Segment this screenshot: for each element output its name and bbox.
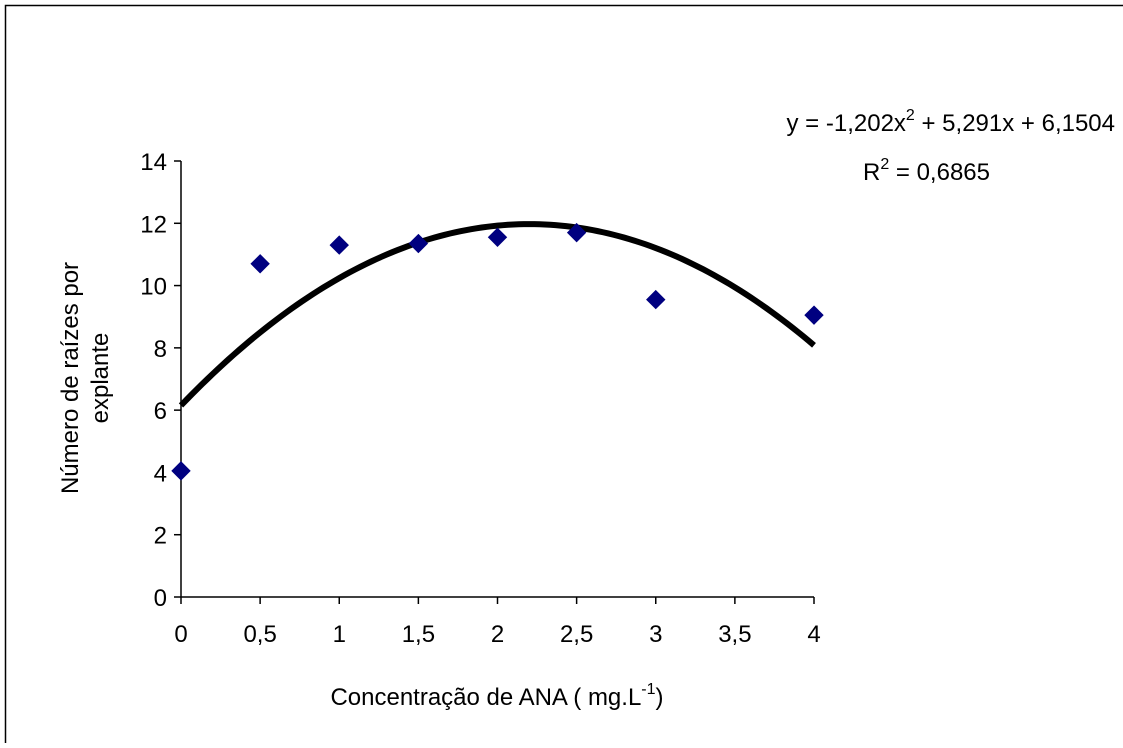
x-axis-title: Concentração de ANA ( mg.L-1) (330, 681, 663, 711)
y-tick-label: 4 (154, 460, 167, 487)
y-tick-label: 14 (140, 149, 167, 176)
y-tick-label: 12 (140, 211, 167, 238)
y-tick-label: 6 (154, 398, 167, 425)
y-tick-label: 8 (154, 336, 167, 363)
y-tick-label: 2 (154, 523, 167, 550)
x-tick-label: 4 (807, 621, 820, 648)
x-tick-label: 0,5 (243, 621, 276, 648)
y-tick-label: 10 (140, 274, 167, 301)
y-tick-label: 0 (154, 585, 167, 612)
x-tick-label: 3 (649, 621, 662, 648)
x-tick-label: 3,5 (718, 621, 751, 648)
x-tick-label: 2 (491, 621, 504, 648)
x-tick-label: 1 (333, 621, 346, 648)
x-tick-label: 1,5 (402, 621, 435, 648)
x-tick-label: 0 (174, 621, 187, 648)
trendline-equation: y = -1,202x2 + 5,291x + 6,1504 (787, 107, 1115, 137)
x-tick-label: 2,5 (560, 621, 593, 648)
